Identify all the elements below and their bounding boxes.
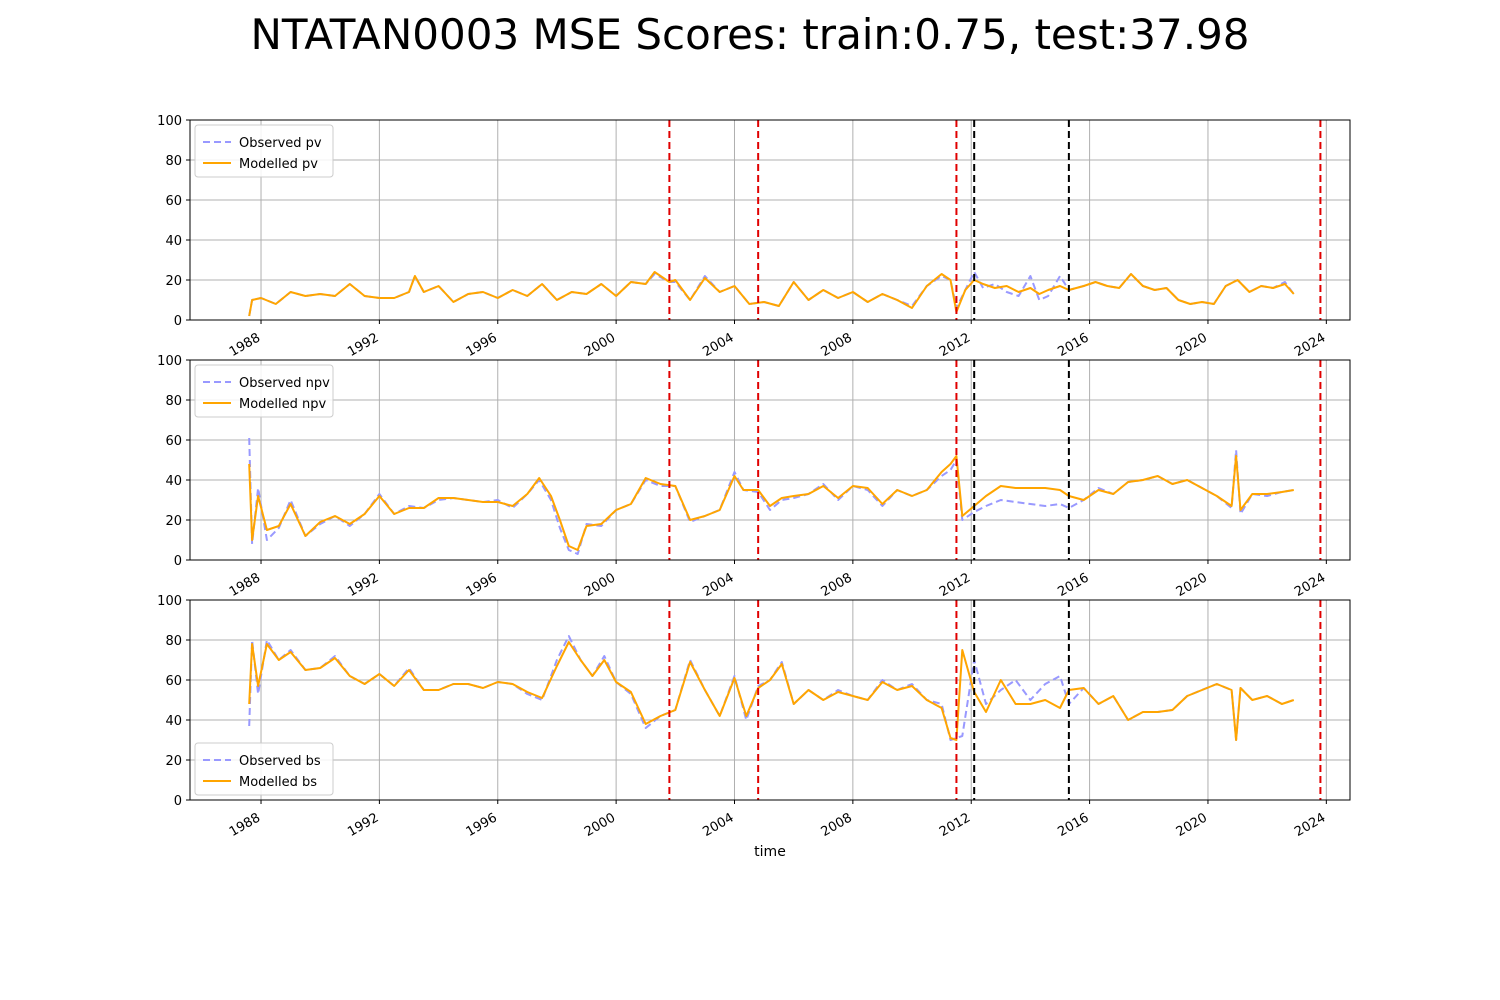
x-tick-label: 2008: [819, 330, 855, 360]
x-tick-label: 2000: [582, 330, 618, 360]
x-tick-label: 2000: [582, 810, 618, 840]
panel-pv: 0 20 40 60 80 100 1988 1992 1996 2000 2004 2008 2012…: [157, 114, 1351, 360]
x-axis-label: time: [754, 844, 786, 860]
x-tick-label: 2024: [1292, 570, 1328, 600]
x-tick-label: 2020: [1174, 330, 1210, 360]
y-tick-label: 20: [165, 274, 182, 289]
y-tick-label: 0: [174, 794, 182, 809]
x-tick-label: 2008: [819, 570, 855, 600]
y-tick-label: 80: [165, 154, 182, 169]
series-line-modelled-pv: [248, 271, 1295, 317]
y-tick-label: 20: [165, 514, 182, 529]
axes-frame: [189, 599, 1351, 801]
legend-label: Observed bs: [239, 754, 321, 769]
legend-bs: Observed bs Modelled bs: [194, 742, 334, 796]
x-tick-label: 2004: [700, 570, 736, 600]
legend-label: Observed npv: [239, 376, 330, 391]
x-tick-label: 2012: [937, 570, 973, 600]
axes-frame: [189, 359, 1351, 561]
x-tick-label: 2020: [1174, 810, 1210, 840]
x-tick-label: 1992: [345, 330, 381, 360]
x-tick-label: 2008: [819, 810, 855, 840]
y-tick-label: 100: [157, 114, 182, 129]
panel-npv: 0 20 40 60 80 100 1988 1992 1996 2000 2004 2008 2012…: [157, 354, 1351, 600]
x-tick-label: 2004: [700, 330, 736, 360]
legend-label: Modelled pv: [239, 157, 318, 172]
x-tick-label: 2016: [1055, 570, 1091, 600]
axes-frame: [189, 119, 1351, 321]
series-line-modelled-bs: [248, 641, 1295, 741]
panel-bs: 0 20 40 60 80 100 1988 1992 1996 2000 2004 2008 2012…: [157, 594, 1351, 840]
y-tick-label: 60: [165, 434, 182, 449]
x-tick-label: 1988: [227, 810, 263, 840]
x-tick-label: 1996: [464, 330, 500, 360]
y-tick-label: 20: [165, 754, 182, 769]
x-tick-label: 2020: [1174, 570, 1210, 600]
x-tick-label: 1988: [227, 330, 263, 360]
x-tick-label: 2012: [937, 330, 973, 360]
y-tick-label: 60: [165, 194, 182, 209]
y-tick-label: 80: [165, 394, 182, 409]
x-tick-label: 1996: [464, 810, 500, 840]
x-tick-label: 2012: [937, 810, 973, 840]
x-tick-label: 2024: [1292, 330, 1328, 360]
x-tick-label: 2016: [1055, 330, 1091, 360]
x-tick-label: 1988: [227, 570, 263, 600]
x-tick-label: 2016: [1055, 810, 1091, 840]
series-line-observed-npv: [248, 437, 1294, 555]
y-tick-label: 0: [174, 314, 182, 329]
y-tick-label: 60: [165, 674, 182, 689]
y-tick-label: 40: [165, 474, 182, 489]
x-tick-label: 2004: [700, 810, 736, 840]
y-tick-label: 100: [157, 354, 182, 369]
legend-label: Observed pv: [239, 136, 322, 151]
series-line-observed-bs: [248, 635, 1295, 741]
y-tick-label: 40: [165, 714, 182, 729]
y-tick-label: 0: [174, 554, 182, 569]
x-tick-label: 1996: [464, 570, 500, 600]
x-tick-label: 2024: [1292, 810, 1328, 840]
y-tick-label: 40: [165, 234, 182, 249]
legend-label: Modelled npv: [239, 397, 327, 412]
y-tick-label: 80: [165, 634, 182, 649]
x-tick-label: 1992: [345, 810, 381, 840]
legend-npv: Observed npv Modelled npv: [194, 364, 334, 418]
legend-pv: Observed pv Modelled pv: [194, 124, 334, 178]
y-tick-label: 100: [157, 594, 182, 609]
legend-label: Modelled bs: [239, 775, 317, 790]
figure-title: NTATAN0003 MSE Scores: train:0.75, test:…: [250, 10, 1250, 59]
x-tick-label: 2000: [582, 570, 618, 600]
x-tick-label: 1992: [345, 570, 381, 600]
series-line-modelled-npv: [248, 455, 1294, 551]
